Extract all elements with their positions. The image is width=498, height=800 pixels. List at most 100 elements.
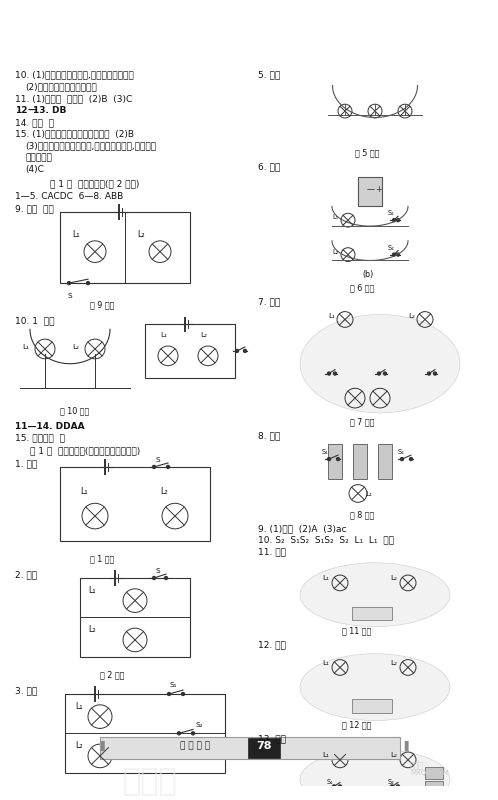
- Text: L₁: L₁: [75, 702, 83, 711]
- Text: (b): (b): [362, 270, 373, 279]
- Circle shape: [68, 282, 71, 285]
- Bar: [378, 444, 392, 478]
- Bar: [60, 212, 190, 283]
- Text: —: —: [28, 106, 37, 115]
- Text: 13. 如图: 13. 如图: [258, 734, 286, 743]
- Text: S: S: [68, 293, 73, 299]
- Text: 第 6 题图: 第 6 题图: [350, 283, 374, 292]
- Text: L₂: L₂: [75, 741, 83, 750]
- Text: L₁: L₁: [88, 586, 96, 595]
- Text: ▐: ▐: [400, 741, 407, 751]
- Text: 第 11 题图: 第 11 题图: [342, 626, 371, 635]
- Text: L₂: L₂: [200, 332, 207, 338]
- Text: 第 1 节  电荷与电流(电路图连接专项练习): 第 1 节 电荷与电流(电路图连接专项练习): [30, 446, 140, 455]
- Text: 11. 如图: 11. 如图: [258, 547, 286, 557]
- Text: 答案图: 答案图: [410, 762, 424, 771]
- Text: 第 1 题图: 第 1 题图: [90, 554, 114, 563]
- Text: 8. 如图: 8. 如图: [258, 431, 280, 441]
- Text: (3)在电荷量一定的情况下,电荷间距离越小,电荷间的: (3)在电荷量一定的情况下,电荷间距离越小,电荷间的: [25, 142, 156, 150]
- Text: L₂: L₂: [390, 575, 397, 581]
- Text: 第 8 题图: 第 8 题图: [350, 510, 374, 519]
- Ellipse shape: [300, 654, 450, 721]
- Text: 2. 如图: 2. 如图: [15, 570, 37, 579]
- Circle shape: [390, 785, 393, 788]
- Text: L₁: L₁: [328, 313, 335, 318]
- Text: 10. S₂  S₁S₂  S₁S₂  S₂  L₁  L₁  短路: 10. S₂ S₁S₂ S₁S₂ S₂ L₁ L₁ 短路: [258, 536, 394, 545]
- Text: L₂: L₂: [408, 313, 415, 318]
- Text: L₂: L₂: [332, 249, 338, 254]
- Text: (2)没有多次实验找普遍规律: (2)没有多次实验找普遍规律: [25, 82, 97, 91]
- Text: 第 9 题图: 第 9 题图: [90, 301, 115, 310]
- Bar: [352, 606, 392, 620]
- Circle shape: [409, 458, 412, 461]
- Circle shape: [166, 466, 169, 468]
- Text: 12. 如图: 12. 如图: [258, 640, 286, 649]
- Circle shape: [383, 372, 386, 375]
- Text: 78: 78: [256, 741, 272, 751]
- Circle shape: [152, 466, 155, 468]
- Text: 第 3 题图: 第 3 题图: [105, 786, 129, 795]
- Text: 12: 12: [15, 106, 27, 115]
- Text: L₁: L₁: [322, 752, 329, 758]
- Circle shape: [392, 253, 395, 256]
- Text: 第 12 题图: 第 12 题图: [342, 721, 372, 730]
- Circle shape: [337, 458, 340, 461]
- Text: L₂: L₂: [72, 344, 79, 350]
- Text: L₂: L₂: [88, 625, 96, 634]
- Text: 7. 如图: 7. 如图: [258, 297, 280, 306]
- Text: L₁: L₁: [22, 344, 29, 350]
- Text: S: S: [155, 457, 160, 463]
- Text: S₁: S₁: [388, 210, 394, 216]
- Text: (4)C: (4)C: [25, 165, 44, 174]
- Circle shape: [396, 785, 399, 788]
- Circle shape: [396, 218, 399, 222]
- Text: L₂: L₂: [137, 230, 144, 239]
- Text: 6. 如图: 6. 如图: [258, 162, 280, 171]
- Circle shape: [152, 577, 155, 579]
- Circle shape: [177, 732, 180, 734]
- Text: L₁: L₁: [160, 332, 167, 338]
- Text: L₁: L₁: [332, 214, 338, 220]
- Text: 10. (1)同种电荷相互排斥,异种电荷相互吸引: 10. (1)同种电荷相互排斥,异种电荷相互吸引: [15, 70, 134, 80]
- Text: S: S: [155, 568, 160, 574]
- Text: S₁: S₁: [327, 778, 334, 785]
- Text: 14. 不能  负: 14. 不能 负: [15, 118, 54, 127]
- Text: —: —: [367, 185, 375, 194]
- Bar: [65, 694, 225, 773]
- Bar: [248, 738, 280, 758]
- Text: 1—5. CACDC  6—8. ABB: 1—5. CACDC 6—8. ABB: [15, 192, 123, 201]
- Bar: [145, 324, 235, 378]
- Text: L₂: L₂: [160, 486, 168, 495]
- Text: 作用力越大: 作用力越大: [25, 154, 52, 162]
- Bar: [425, 782, 443, 794]
- Text: 第 1 节  电荷与电流(第 2 课时): 第 1 节 电荷与电流(第 2 课时): [50, 179, 139, 188]
- Text: 9. (1)短路  (2)A  (3)ac: 9. (1)短路 (2)A (3)ac: [258, 524, 347, 533]
- Circle shape: [392, 218, 395, 222]
- Text: S₂: S₂: [398, 450, 405, 455]
- Text: L₁: L₁: [72, 230, 80, 239]
- Text: MXQE.COM: MXQE.COM: [410, 770, 449, 776]
- Text: S₂: S₂: [388, 245, 395, 250]
- Ellipse shape: [300, 562, 450, 626]
- Text: 15. (1)线绳与竖直方向的夹角大小  (2)B: 15. (1)线绳与竖直方向的夹角大小 (2)B: [15, 130, 134, 138]
- Text: 5. 如图: 5. 如图: [258, 70, 280, 80]
- Circle shape: [427, 372, 430, 375]
- Text: 11—14. DDAA: 11—14. DDAA: [15, 422, 85, 430]
- Circle shape: [339, 785, 342, 788]
- Text: S₂: S₂: [195, 722, 203, 727]
- Text: L₁: L₁: [365, 490, 372, 497]
- Bar: [353, 444, 367, 478]
- Circle shape: [328, 372, 331, 375]
- Circle shape: [192, 732, 195, 734]
- Text: L₂: L₂: [390, 752, 397, 758]
- Circle shape: [236, 350, 239, 353]
- Text: 15. 摩擦起电  负: 15. 摩擦起电 负: [15, 434, 65, 442]
- Text: 第 7 题图: 第 7 题图: [350, 418, 374, 426]
- Circle shape: [334, 372, 337, 375]
- Circle shape: [400, 458, 403, 461]
- Text: ▌: ▌: [100, 741, 108, 751]
- Circle shape: [244, 350, 247, 353]
- Bar: [80, 578, 190, 657]
- Bar: [358, 177, 382, 206]
- Text: 第 5 题图: 第 5 题图: [355, 149, 379, 158]
